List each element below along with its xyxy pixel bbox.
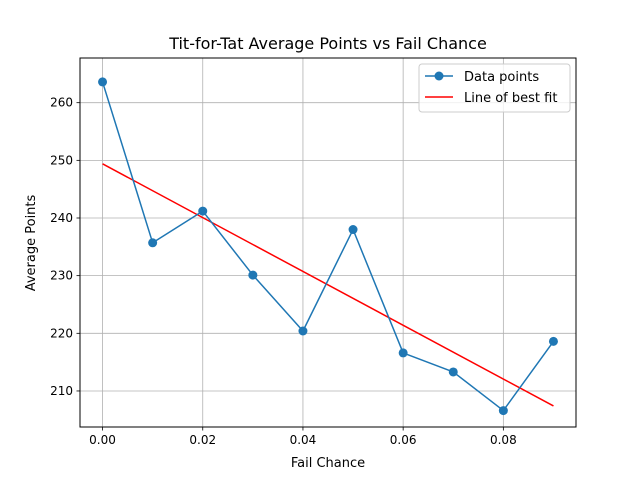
data-point-marker (498, 406, 508, 416)
y-tick-label: 240 (50, 211, 73, 225)
data-point-marker (398, 348, 408, 358)
series-layer (98, 77, 558, 416)
y-tick-label: 230 (50, 269, 73, 283)
x-tick-label: 0.08 (490, 433, 517, 447)
x-tick-label: 0.02 (189, 433, 216, 447)
x-tick-label: 0.00 (89, 433, 116, 447)
x-tick-label: 0.04 (290, 433, 317, 447)
data-point-marker (198, 206, 208, 216)
x-axis-label: Fail Chance (291, 456, 365, 471)
legend-box (418, 63, 571, 113)
data-point-marker (448, 367, 458, 377)
tick-layer: 0.00 0.02 0.04 0.06 0.08 210 220 230 240 250 260 (50, 96, 517, 447)
data-point-marker (148, 238, 158, 248)
data-point-marker (248, 270, 258, 280)
y-tick-label: 250 (50, 153, 73, 167)
y-axis-label: Average Points (24, 194, 39, 291)
y-tick-label: 220 (50, 326, 73, 340)
x-tick-label: 0.06 (390, 433, 417, 447)
y-tick-label: 260 (50, 96, 73, 110)
legend-label-data-points: Data points (464, 70, 539, 85)
y-tick-label: 210 (50, 384, 73, 398)
data-points-line (101, 81, 555, 412)
legend-marker-data-points (434, 71, 444, 81)
data-point-marker (98, 77, 108, 87)
data-point-marker (348, 225, 358, 235)
plot-frame (79, 57, 577, 428)
data-point-marker (298, 326, 308, 336)
legend-label-best-fit: Line of best fit (464, 91, 557, 106)
best-fit-line (102, 163, 554, 407)
data-point-marker (548, 336, 558, 346)
chart-title: Tit-for-Tat Average Points vs Fail Chanc… (168, 34, 487, 53)
legend: Data points Line of best fit (418, 63, 571, 113)
